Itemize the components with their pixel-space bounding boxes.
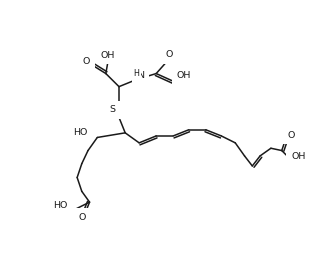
Text: S: S xyxy=(110,105,116,114)
Text: OH: OH xyxy=(101,50,115,60)
Text: O: O xyxy=(166,50,173,59)
Text: N: N xyxy=(137,70,144,80)
Text: HO: HO xyxy=(53,202,67,211)
Text: O: O xyxy=(288,131,295,140)
Text: OH: OH xyxy=(176,71,191,80)
Text: H: H xyxy=(133,69,139,78)
Text: O: O xyxy=(83,57,90,67)
Text: OH: OH xyxy=(291,152,305,161)
Text: O: O xyxy=(78,213,85,222)
Text: HO: HO xyxy=(73,128,87,136)
